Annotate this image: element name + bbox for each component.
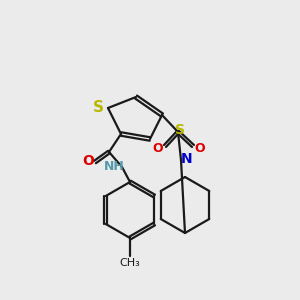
Text: O: O xyxy=(82,154,94,168)
Text: O: O xyxy=(195,142,205,154)
Text: S: S xyxy=(175,123,185,137)
Text: O: O xyxy=(153,142,163,154)
Text: CH₃: CH₃ xyxy=(120,258,140,268)
Text: S: S xyxy=(92,100,104,115)
Text: NH: NH xyxy=(103,160,124,172)
Text: N: N xyxy=(181,152,193,166)
